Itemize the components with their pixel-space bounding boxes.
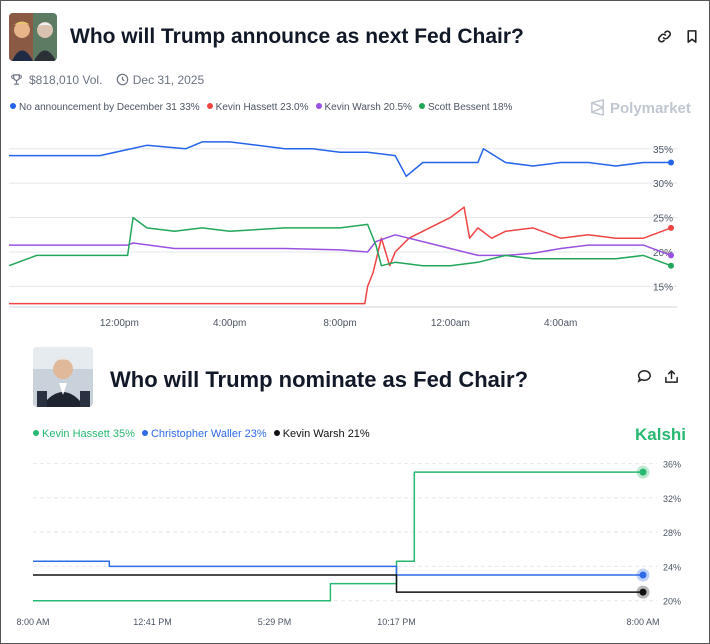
y-tick-label: 36% xyxy=(663,460,681,470)
series-line xyxy=(33,574,643,593)
bookmark-icon[interactable] xyxy=(685,29,703,47)
x-tick-label: 8:00 AM xyxy=(16,617,49,627)
x-tick-label: 10:17 PM xyxy=(377,617,416,627)
x-tick-label: 12:41 PM xyxy=(133,617,172,627)
legend-entry[interactable]: Kevin Warsh 20.5% xyxy=(315,102,412,113)
market-thumbnail-kalshi[interactable] xyxy=(33,347,93,407)
kalshi-logo: Kalshi xyxy=(635,425,687,444)
y-tick-label: 15% xyxy=(653,282,673,293)
polymarket-brand-label: Polymarket xyxy=(610,100,691,117)
portrait-image-icon xyxy=(9,13,57,61)
y-tick-label: 30% xyxy=(653,179,673,190)
legend-label: Kevin Hassett 35% xyxy=(42,428,135,440)
x-tick-label: 4:00am xyxy=(544,318,577,329)
y-tick-label: 28% xyxy=(663,528,681,538)
market-title: Who will Trump announce as next Fed Chai… xyxy=(70,25,524,48)
legend-entry[interactable]: Kevin Warsh 21% xyxy=(273,428,370,440)
legend-label: Christopher Waller 23% xyxy=(150,428,267,440)
x-tick-label: 12:00pm xyxy=(100,318,139,329)
series-end-point xyxy=(668,262,674,269)
legend-label: No announcement by December 31 33% xyxy=(19,102,200,113)
series-end-point xyxy=(639,588,647,596)
x-tick-label: 4:00pm xyxy=(213,318,246,329)
bottom-price-chart[interactable]: 36% 32% 28% 24% 20% 8:00 AM 12:41 PM 5:29 PM 10:… xyxy=(1,449,709,635)
market-meta: $818,010 Vol. Dec 31, 2025 xyxy=(10,73,204,87)
legend-label: Kevin Warsh 20.5% xyxy=(324,102,412,113)
series-end-point xyxy=(668,159,674,166)
market-volume: $818,010 Vol. xyxy=(29,73,103,87)
series-line xyxy=(9,141,671,178)
series-line xyxy=(33,471,643,602)
market-end-date: Dec 31, 2025 xyxy=(132,73,205,87)
legend-dot xyxy=(418,103,425,109)
series-end-point xyxy=(668,224,674,231)
legend-dot xyxy=(206,103,213,109)
series-line xyxy=(9,206,672,305)
polymarket-logo: Polymarket xyxy=(589,99,691,117)
y-tick-label: 20% xyxy=(663,597,681,607)
x-tick-label: 5:29 PM xyxy=(258,617,292,627)
legend-dot xyxy=(315,103,322,109)
x-tick-label: 8:00pm xyxy=(323,318,356,329)
y-tick-label: 20% xyxy=(653,248,673,259)
legend-dot xyxy=(10,103,16,109)
legend-label: Scott Bessent 18% xyxy=(427,102,513,113)
y-tick-label: 32% xyxy=(663,494,681,504)
legend-label: Kevin Hassett 23.0% xyxy=(215,102,309,113)
y-tick-label: 35% xyxy=(653,145,673,156)
polymarket-logo-icon xyxy=(591,99,604,116)
series-line xyxy=(8,216,672,267)
legend-dot xyxy=(33,430,39,436)
link-icon[interactable] xyxy=(657,29,675,47)
series-end-point xyxy=(639,571,647,579)
y-tick-label: 25% xyxy=(653,214,673,225)
legend-entry[interactable]: No announcement by December 31 33% xyxy=(10,102,200,113)
market-thumbnail[interactable] xyxy=(9,13,57,61)
legend-dot xyxy=(273,430,280,436)
chart-legend: No announcement by December 31 33% Kevin … xyxy=(10,102,519,113)
x-tick-label: 12:00am xyxy=(431,318,470,329)
y-tick-label: 24% xyxy=(663,562,681,572)
legend-entry[interactable]: Kevin Hassett 23.0% xyxy=(206,102,309,113)
portrait-image-icon xyxy=(33,347,93,407)
trophy-icon xyxy=(11,74,22,85)
series-line xyxy=(33,560,643,576)
legend-label: Kevin Warsh 21% xyxy=(282,428,370,440)
series-end-point xyxy=(639,468,647,476)
legend-entry[interactable]: Kevin Hassett 35% xyxy=(33,428,135,440)
clock-icon xyxy=(116,73,129,86)
share-icon[interactable] xyxy=(664,369,682,387)
comment-icon[interactable] xyxy=(637,369,655,387)
chart-legend-kalshi: Kevin Hassett 35% Christopher Waller 23% K… xyxy=(33,428,377,440)
market-title-kalshi: Who will Trump nominate as Fed Chair? xyxy=(110,367,529,392)
legend-entry[interactable]: Scott Bessent 18% xyxy=(418,102,513,113)
legend-entry[interactable]: Christopher Waller 23% xyxy=(141,428,267,440)
x-tick-label: 8:00 AM xyxy=(626,617,659,627)
series-end-point xyxy=(668,252,674,259)
legend-dot xyxy=(141,430,148,436)
series-line xyxy=(9,234,672,257)
top-price-chart[interactable]: 35% 30% 25% 20% 15% 12:00pm 4:00pm 8:00pm 12:00a… xyxy=(1,121,709,336)
